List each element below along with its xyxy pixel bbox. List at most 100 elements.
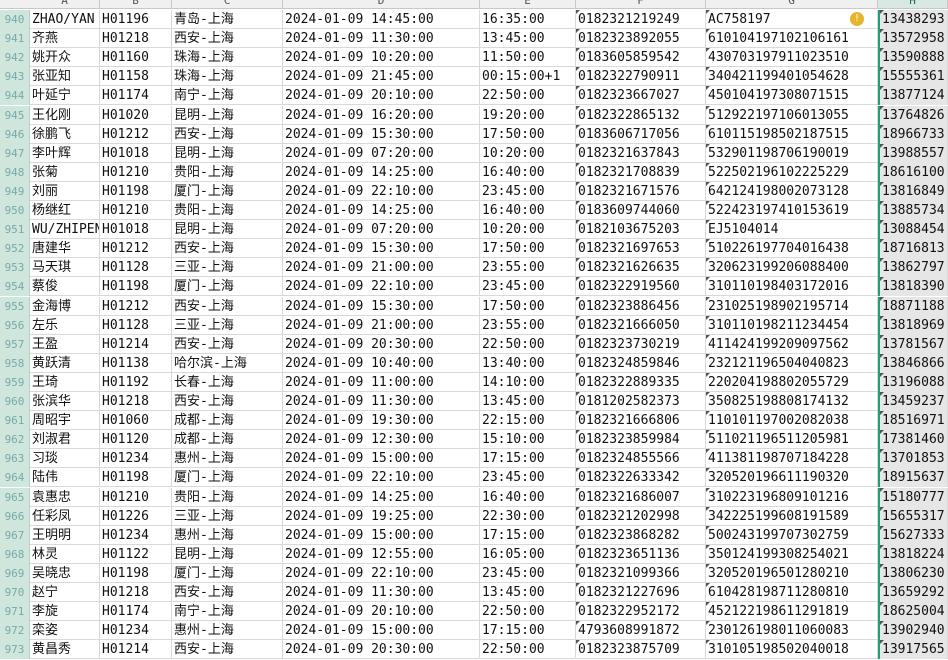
cell-E[interactable]: 17:50:00 bbox=[480, 239, 576, 259]
row-number[interactable]: 951 bbox=[0, 220, 30, 240]
cell-D[interactable]: 2024-01-09 14:25:00 bbox=[283, 487, 480, 507]
cell-B[interactable]: H01198 bbox=[100, 277, 172, 297]
cell-F[interactable]: 0182323859984 bbox=[576, 430, 706, 450]
cell-B[interactable]: H01198 bbox=[100, 181, 172, 201]
cell-E[interactable]: 16:05:00 bbox=[480, 544, 576, 564]
cell-A[interactable]: 黄昌秀 bbox=[30, 640, 100, 660]
row-number[interactable]: 963 bbox=[0, 449, 30, 469]
cell-H[interactable]: 18616100 bbox=[878, 162, 948, 182]
cell-F[interactable]: 0182321227696 bbox=[576, 583, 706, 602]
cell-D[interactable]: 2024-01-09 14:25:00 bbox=[283, 201, 480, 220]
cell-E[interactable]: 22:50:00 bbox=[480, 334, 576, 354]
cell-C[interactable]: 西安-上海 bbox=[172, 239, 283, 259]
cell-A[interactable]: 金海博 bbox=[30, 296, 100, 316]
cell-D[interactable]: 2024-01-09 12:55:00 bbox=[283, 544, 480, 564]
row-number[interactable]: 972 bbox=[0, 621, 30, 641]
cell-D[interactable]: 2024-01-09 15:00:00 bbox=[283, 525, 480, 545]
cell-H[interactable]: 13806230 bbox=[878, 563, 948, 583]
cell-C[interactable]: 厦门-上海 bbox=[172, 277, 283, 297]
cell-E[interactable]: 22:50:00 bbox=[480, 640, 576, 660]
cell-H[interactable]: 13818390 bbox=[878, 277, 948, 297]
row-number[interactable]: 955 bbox=[0, 296, 30, 316]
cell-H[interactable]: 15180777 bbox=[878, 487, 948, 507]
cell-B[interactable]: H01174 bbox=[100, 86, 172, 106]
row-number[interactable]: 958 bbox=[0, 353, 30, 373]
cell-A[interactable]: 齐燕 bbox=[30, 29, 100, 49]
row-number[interactable]: 959 bbox=[0, 372, 30, 392]
row-number[interactable]: 973 bbox=[0, 640, 30, 660]
cell-E[interactable]: 17:15:00 bbox=[480, 525, 576, 545]
cell-D[interactable]: 2024-01-09 15:00:00 bbox=[283, 621, 480, 641]
cell-B[interactable]: H01018 bbox=[100, 220, 172, 240]
cell-H[interactable]: 13196088 bbox=[878, 372, 948, 392]
cell-A[interactable]: 叶延宁 bbox=[30, 86, 100, 106]
cell-F[interactable]: 0182323651136 bbox=[576, 544, 706, 564]
cell-C[interactable]: 贵阳-上海 bbox=[172, 487, 283, 507]
cell-B[interactable]: H01018 bbox=[100, 143, 172, 163]
row-number[interactable]: 964 bbox=[0, 468, 30, 488]
row-number[interactable]: 954 bbox=[0, 277, 30, 297]
cell-F[interactable]: 0182323667027 bbox=[576, 86, 706, 106]
cell-C[interactable]: 惠州-上海 bbox=[172, 525, 283, 545]
cell-E[interactable]: 16:40:00 bbox=[480, 487, 576, 507]
row-number[interactable]: 944 bbox=[0, 86, 30, 106]
cell-E[interactable]: 16:40:00 bbox=[480, 201, 576, 220]
cell-B[interactable]: H01020 bbox=[100, 105, 172, 125]
cell-F[interactable]: 4793608991872 bbox=[576, 621, 706, 641]
column-header-H[interactable]: H bbox=[878, 0, 948, 8]
cell-D[interactable]: 2024-01-09 19:30:00 bbox=[283, 411, 480, 431]
cell-D[interactable]: 2024-01-09 21:45:00 bbox=[283, 67, 480, 87]
cell-C[interactable]: 昆明-上海 bbox=[172, 544, 283, 564]
cell-C[interactable]: 西安-上海 bbox=[172, 334, 283, 354]
cell-F[interactable]: 0182321637843 bbox=[576, 143, 706, 163]
cell-C[interactable]: 珠海-上海 bbox=[172, 67, 283, 87]
cell-G[interactable]: 610115198502187515 bbox=[706, 124, 878, 144]
cell-E[interactable]: 23:45:00 bbox=[480, 277, 576, 297]
cell-F[interactable]: 0182321219249 bbox=[576, 10, 706, 29]
cell-H[interactable]: 15655317 bbox=[878, 506, 948, 526]
cell-H[interactable]: 18716813 bbox=[878, 239, 948, 259]
cell-C[interactable]: 惠州-上海 bbox=[172, 621, 283, 641]
cell-H[interactable]: 13885734 bbox=[878, 201, 948, 220]
cell-B[interactable]: H01158 bbox=[100, 67, 172, 87]
cell-H[interactable]: 15555361 bbox=[878, 67, 948, 87]
cell-G[interactable]: 310105198502040018 bbox=[706, 640, 878, 660]
cell-A[interactable]: 张菊 bbox=[30, 162, 100, 182]
cell-A[interactable]: 袁惠忠 bbox=[30, 487, 100, 507]
cell-B[interactable]: H01234 bbox=[100, 621, 172, 641]
cell-B[interactable]: H01234 bbox=[100, 449, 172, 469]
cell-B[interactable]: H01192 bbox=[100, 372, 172, 392]
cell-E[interactable]: 13:40:00 bbox=[480, 353, 576, 373]
cell-H[interactable]: 17381460 bbox=[878, 430, 948, 450]
cell-G[interactable]: 342225199608191589 bbox=[706, 506, 878, 526]
cell-F[interactable]: 0182323875709 bbox=[576, 640, 706, 660]
cell-B[interactable]: H01226 bbox=[100, 506, 172, 526]
cell-D[interactable]: 2024-01-09 20:30:00 bbox=[283, 640, 480, 660]
cell-C[interactable]: 西安-上海 bbox=[172, 640, 283, 660]
cell-A[interactable]: 吴晓忠 bbox=[30, 563, 100, 583]
cell-F[interactable]: 0182321666806 bbox=[576, 411, 706, 431]
cell-E[interactable]: 00:15:00+1 bbox=[480, 67, 576, 87]
row-number[interactable]: 957 bbox=[0, 334, 30, 354]
cell-A[interactable]: 刘丽 bbox=[30, 181, 100, 201]
cell-A[interactable]: WU/ZHIPEN bbox=[32, 220, 100, 240]
cell-A[interactable]: 赵宁 bbox=[30, 583, 100, 602]
cell-A[interactable]: 杨继红 bbox=[30, 201, 100, 220]
cell-B[interactable]: H01128 bbox=[100, 258, 172, 278]
cell-E[interactable]: 16:40:00 bbox=[480, 162, 576, 182]
cell-G[interactable]: 532901198706190019 bbox=[706, 143, 878, 163]
cell-A[interactable]: 马天琪 bbox=[30, 258, 100, 278]
cell-D[interactable]: 2024-01-09 20:30:00 bbox=[283, 334, 480, 354]
cell-D[interactable]: 2024-01-09 15:30:00 bbox=[283, 296, 480, 316]
cell-D[interactable]: 2024-01-09 22:10:00 bbox=[283, 468, 480, 488]
row-number[interactable]: 966 bbox=[0, 506, 30, 526]
cell-G[interactable]: 231025198902195714 bbox=[706, 296, 878, 316]
cell-F[interactable]: 0182103675203 bbox=[576, 220, 706, 240]
cell-B[interactable]: H01174 bbox=[100, 602, 172, 622]
cell-E[interactable]: 10:20:00 bbox=[480, 143, 576, 163]
cell-C[interactable]: 三亚-上海 bbox=[172, 506, 283, 526]
cell-D[interactable]: 2024-01-09 10:20:00 bbox=[283, 48, 480, 68]
cell-H[interactable]: 13438293 bbox=[878, 10, 948, 29]
cell-D[interactable]: 2024-01-09 20:10:00 bbox=[283, 602, 480, 622]
cell-G[interactable]: 232121196504040823 bbox=[706, 353, 878, 373]
